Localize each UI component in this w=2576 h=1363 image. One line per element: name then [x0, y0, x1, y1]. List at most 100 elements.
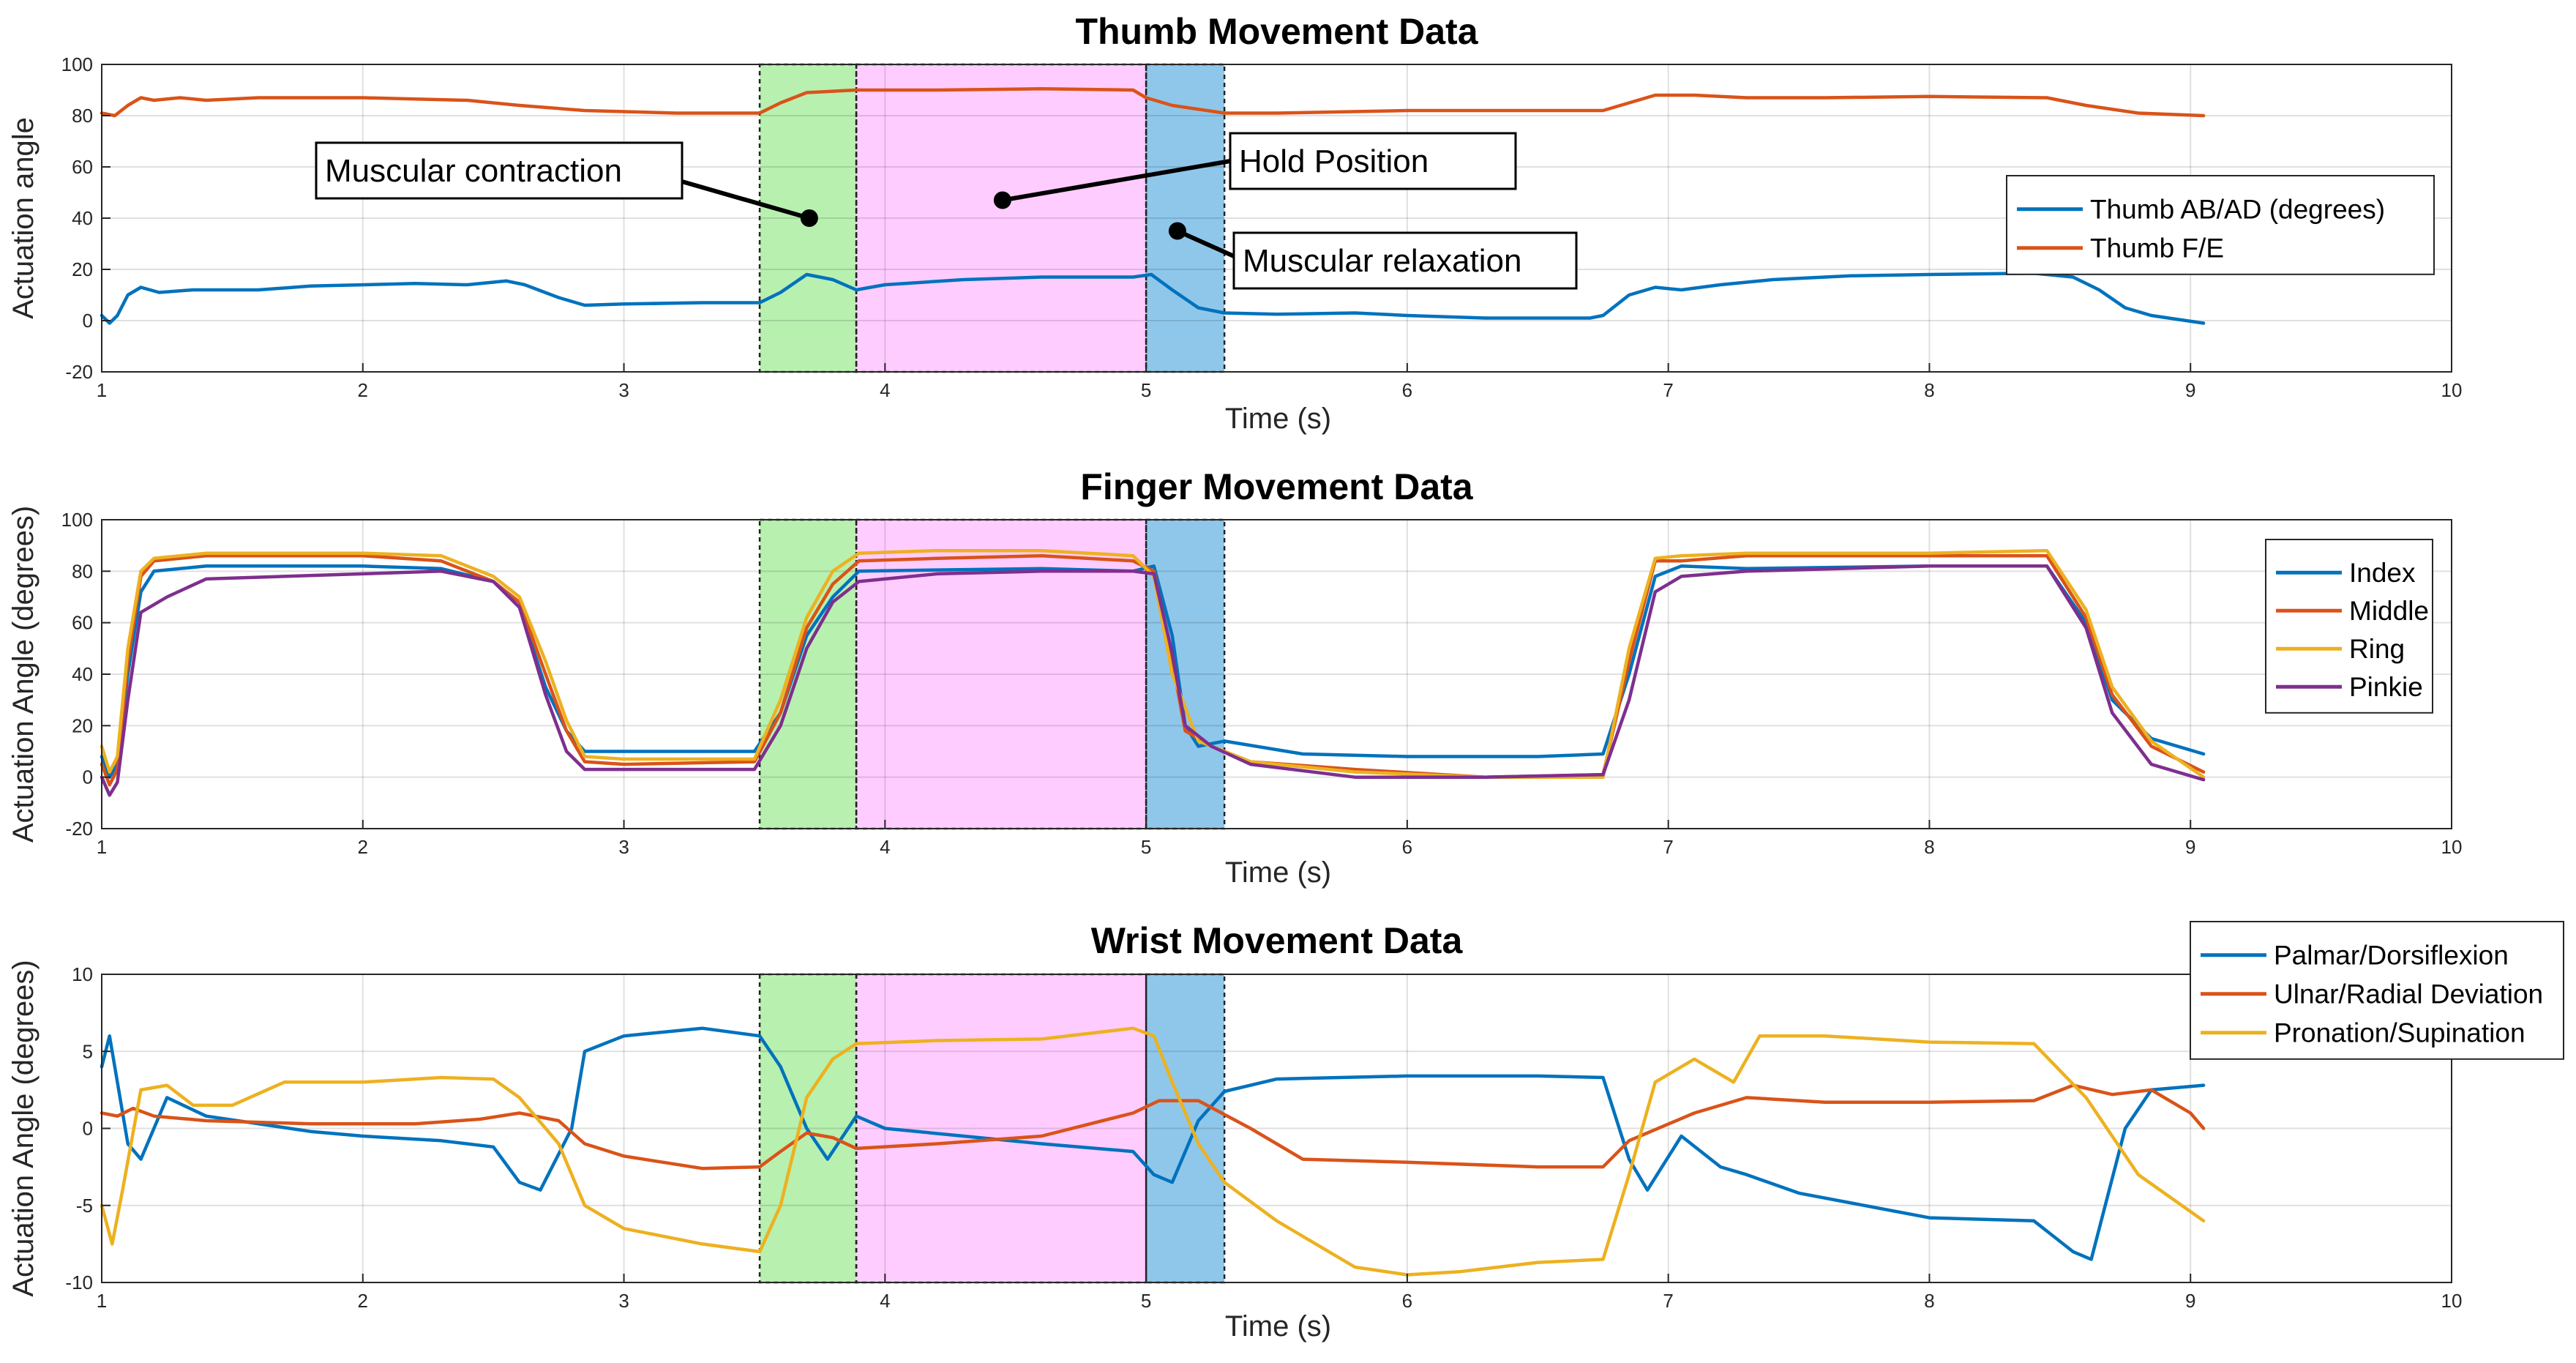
callout-text: Hold Position: [1239, 143, 1429, 179]
annotation-callout: Muscular relaxation: [1168, 222, 1578, 290]
x-tick-label: 10: [2441, 836, 2463, 858]
y-tick-label: 40: [72, 663, 93, 685]
x-tick-label: 6: [1402, 379, 1412, 401]
x-tick-label: 9: [2185, 836, 2195, 858]
legend-box: [2006, 175, 2435, 275]
x-tick-label: 4: [880, 836, 890, 858]
series-line-thumb-f-e: [100, 87, 2206, 118]
y-tick-label: 100: [61, 53, 93, 75]
x-tick-label: 6: [1402, 836, 1412, 858]
series-line-middle: [100, 553, 2206, 787]
annotation-callout: Muscular contraction: [315, 141, 818, 227]
chart-panel-1: 1 2 3 4 5 6 7 8 9 10 -20 0 20 40 60 80 100 Thumb Movement…: [7, 11, 2462, 435]
x-tick-label: 2: [358, 1290, 368, 1312]
x-tick-label: 6: [1402, 1290, 1412, 1312]
y-tick-label: -20: [65, 818, 93, 840]
series-line-pronation-supination: [100, 1026, 2206, 1277]
x-tick-label: 9: [2185, 379, 2195, 401]
legend-label: Pronation/Supination: [2274, 1018, 2526, 1048]
y-tick-label: 80: [72, 560, 93, 582]
chart-panel-3: 1 2 3 4 5 6 7 8 9 10 -10 -5 0 5 10 Wrist Movement Data T…: [7, 920, 2564, 1343]
legend: Thumb AB/AD (degrees) Thumb F/E: [2006, 175, 2435, 275]
x-tick-label: 10: [2441, 1290, 2463, 1312]
callout-arrow: [1002, 159, 1231, 203]
x-tick-label: 2: [358, 836, 368, 858]
phase-relaxation: [1146, 64, 1225, 372]
x-axis-label: Time (s): [1225, 403, 1331, 435]
phase-hold: [856, 974, 1147, 1282]
legend-label: Middle: [2349, 596, 2429, 626]
x-axis-label: Time (s): [1225, 1310, 1331, 1343]
y-tick-label: -20: [65, 361, 93, 383]
y-axis-label: Actuation angle: [7, 117, 40, 319]
x-tick-label: 7: [1663, 836, 1673, 858]
legend-label: Ulnar/Radial Deviation: [2274, 979, 2543, 1009]
y-tick-label: 0: [83, 766, 93, 788]
series-line-thumb-ab-ad-degrees-: [100, 272, 2206, 325]
y-tick-label: 60: [72, 612, 93, 634]
x-tick-label: 10: [2441, 379, 2463, 401]
callout-box: [1229, 132, 1517, 190]
y-tick-label: 20: [72, 258, 93, 280]
chart-title: Finger Movement Data: [1080, 466, 1473, 507]
y-tick-label: 80: [72, 105, 93, 127]
phase-contraction: [760, 520, 857, 829]
y-tick-label: 0: [83, 1118, 93, 1140]
chart-title: Thumb Movement Data: [1075, 11, 1478, 52]
x-tick-label: 5: [1141, 379, 1151, 401]
legend-box: [2190, 921, 2564, 1060]
chart-title: Wrist Movement Data: [1091, 920, 1464, 961]
chart-panel-2: 1 2 3 4 5 6 7 8 9 10 -20 0 20 40 60 80 100 Finger Movemen…: [7, 466, 2462, 889]
plot-area: [102, 974, 2452, 1282]
annotation-callout: Hold Position: [993, 132, 1517, 209]
y-axis-label: Actuation Angle (degrees): [7, 506, 40, 843]
x-tick-label: 3: [618, 836, 629, 858]
legend-label: Pinkie: [2349, 672, 2423, 702]
series-line-ulnar-radial-deviation: [100, 1083, 2206, 1170]
legend-label: Palmar/Dorsiflexion: [2274, 941, 2509, 971]
x-tick-label: 7: [1663, 379, 1673, 401]
y-tick-label: -10: [65, 1271, 93, 1293]
phase-border-relaxation: [1145, 518, 1226, 830]
x-tick-label: 3: [618, 1290, 629, 1312]
callout-text: Muscular contraction: [325, 153, 622, 189]
legend-label: Thumb F/E: [2090, 234, 2224, 264]
y-tick-label: 10: [72, 963, 93, 985]
x-tick-label: 1: [97, 379, 107, 401]
x-tick-label: 2: [358, 379, 368, 401]
x-tick-label: 7: [1663, 1290, 1673, 1312]
series-line-ring: [100, 548, 2206, 779]
y-tick-label: 20: [72, 714, 93, 736]
x-tick-label: 4: [880, 1290, 890, 1312]
series-line-index: [100, 564, 2206, 779]
phase-relaxation: [1146, 974, 1225, 1282]
callout-dot: [993, 191, 1011, 209]
callout-box: [1232, 231, 1578, 290]
y-tick-label: 100: [61, 509, 93, 531]
x-tick-label: 5: [1141, 1290, 1151, 1312]
x-tick-label: 8: [1924, 379, 1934, 401]
y-tick-label: 40: [72, 207, 93, 229]
x-tick-label: 1: [97, 1290, 107, 1312]
y-tick-label: 60: [72, 156, 93, 178]
x-tick-label: 5: [1141, 836, 1151, 858]
x-axis-label: Time (s): [1225, 856, 1331, 889]
y-tick-label: -5: [76, 1195, 93, 1217]
x-tick-label: 1: [97, 836, 107, 858]
y-tick-label: 0: [83, 310, 93, 332]
series-line-palmar-dorsiflexion: [100, 1026, 2206, 1261]
callout-arrow: [681, 179, 810, 220]
x-tick-label: 3: [618, 379, 629, 401]
phase-relaxation: [1146, 520, 1225, 829]
legend-label: Thumb AB/AD (degrees): [2090, 195, 2385, 225]
legend-label: Index: [2349, 558, 2416, 588]
legend-box: [2265, 539, 2433, 714]
callout-box: [315, 141, 684, 200]
legend: Palmar/Dorsiflexion Ulnar/Radial Deviatio…: [2190, 921, 2564, 1060]
callout-dot: [800, 209, 818, 227]
phase-hold: [856, 64, 1147, 372]
legend: Index Middle Ring Pinkie: [2265, 539, 2433, 714]
callout-dot: [1168, 222, 1186, 240]
y-axis-label: Actuation Angle (degrees): [7, 960, 40, 1296]
